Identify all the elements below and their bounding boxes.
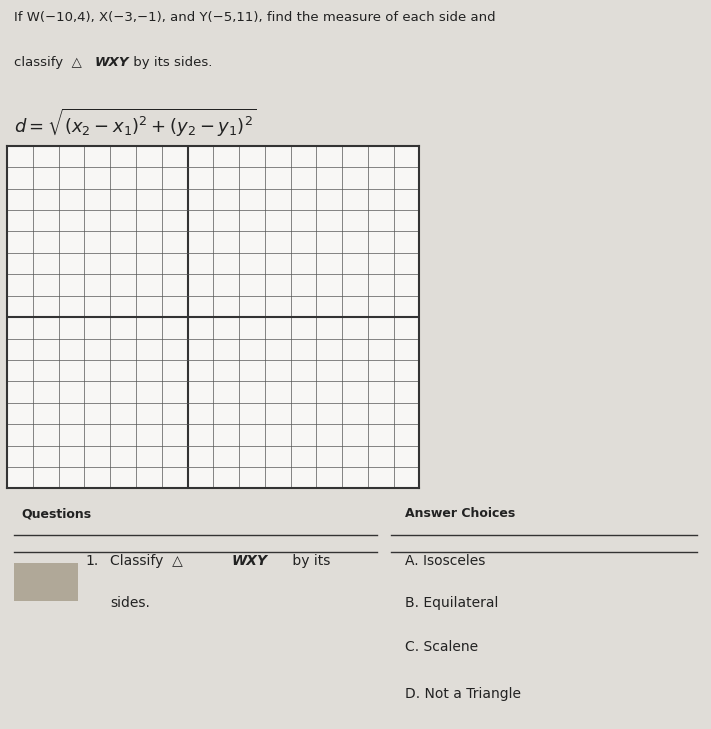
Text: Answer Choices: Answer Choices <box>405 507 515 521</box>
Text: B. Equilateral: B. Equilateral <box>405 596 498 610</box>
FancyBboxPatch shape <box>14 564 78 601</box>
Text: classify  △: classify △ <box>14 55 86 69</box>
Text: by its: by its <box>288 554 331 568</box>
Text: D. Not a Triangle: D. Not a Triangle <box>405 687 521 701</box>
Text: Questions: Questions <box>21 507 92 521</box>
Text: If W(−10,4), X(−3,−1), and Y(−5,11), find the measure of each side and: If W(−10,4), X(−3,−1), and Y(−5,11), fin… <box>14 12 496 25</box>
Text: A. Isosceles: A. Isosceles <box>405 554 486 568</box>
Text: 1.: 1. <box>85 554 99 568</box>
Text: WXY: WXY <box>231 554 267 568</box>
Text: C. Scalene: C. Scalene <box>405 640 479 655</box>
Text: sides.: sides. <box>110 596 150 610</box>
Text: WXY: WXY <box>94 55 129 69</box>
Text: $d = \sqrt{(x_2 - x_1)^2 + (y_2 - y_1)^2}$: $d = \sqrt{(x_2 - x_1)^2 + (y_2 - y_1)^2… <box>14 107 257 139</box>
Text: by its sides.: by its sides. <box>129 55 213 69</box>
Text: Classify  △: Classify △ <box>110 554 187 568</box>
